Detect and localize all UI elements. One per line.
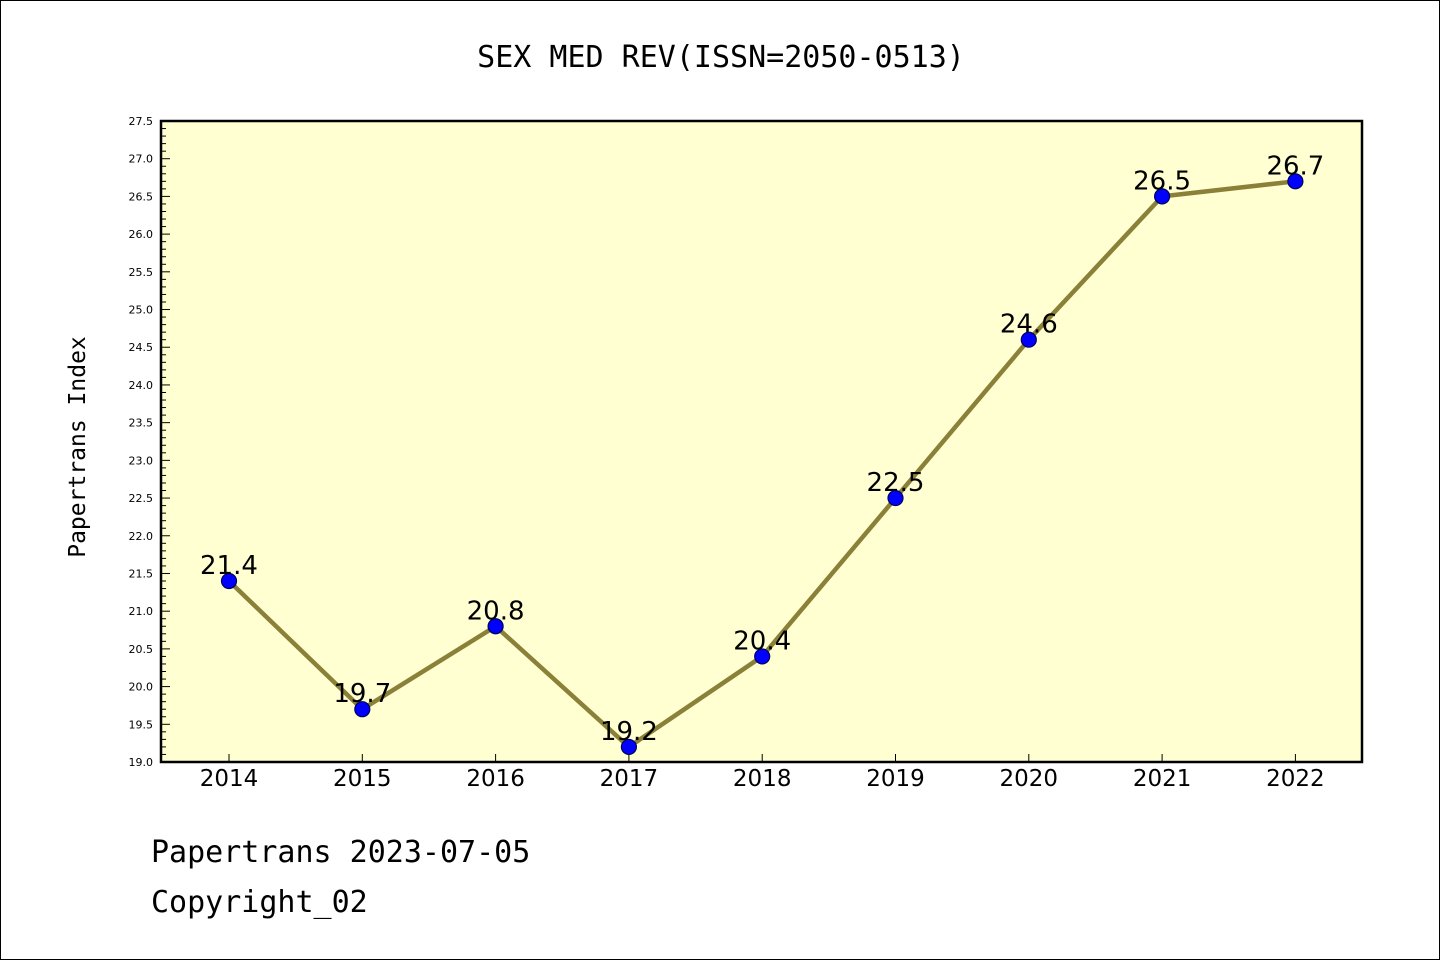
plot-border xyxy=(159,119,1364,764)
data-label: 20.8 xyxy=(467,596,525,626)
data-label: 20.4 xyxy=(733,626,791,656)
y-axis-ticks: 19.0 19.5 20.0 20.5 21.0 21.5 22.0 22.5 23.0 23.5… xyxy=(129,115,170,769)
data-labels: 21.4 19.7 20.8 19.2 20.4 22.5 24.6 26.5 26.7 xyxy=(200,151,1324,747)
footer-date: Papertrans 2023-07-05 xyxy=(151,835,531,870)
x-axis-ticks: 2014 2015 2016 2017 2018 2019 2020 2021 2022 xyxy=(200,754,1325,792)
y-tick-label: 26.0 xyxy=(129,228,154,241)
data-label: 21.4 xyxy=(200,551,258,581)
data-label: 22.5 xyxy=(867,468,925,498)
data-label: 19.2 xyxy=(600,717,658,747)
data-point xyxy=(220,572,238,590)
x-tick-label: 2015 xyxy=(333,766,392,792)
plot-area xyxy=(161,121,1362,762)
y-tick-label: 26.5 xyxy=(129,190,154,203)
y-tick-label: 20.0 xyxy=(129,681,154,694)
y-tick-label: 25.5 xyxy=(129,266,154,279)
x-tick-label: 2019 xyxy=(866,766,925,792)
y-axis-label: Papertrans Index xyxy=(65,336,91,558)
y-tick-label: 23.0 xyxy=(129,454,154,467)
x-tick-label: 2021 xyxy=(1133,766,1192,792)
y-tick-label: 22.5 xyxy=(129,492,154,505)
x-tick-label: 2014 xyxy=(200,766,259,792)
footer-copyright: Copyright_02 xyxy=(151,885,368,920)
x-tick-label: 2018 xyxy=(733,766,792,792)
data-point xyxy=(1287,173,1304,190)
y-tick-label: 27.5 xyxy=(129,115,154,128)
series-layer xyxy=(220,173,1304,756)
y-tick-label: 27.0 xyxy=(129,153,154,166)
data-point xyxy=(1153,188,1171,205)
data-point xyxy=(620,738,638,756)
y-tick-label: 24.5 xyxy=(129,341,154,354)
y-tick-label: 19.5 xyxy=(129,718,154,731)
data-point xyxy=(354,701,371,718)
y-tick-label: 25.0 xyxy=(129,304,154,317)
y-tick-label: 22.0 xyxy=(129,530,154,543)
y-tick-label: 23.5 xyxy=(129,417,154,430)
y-tick-label: 24.0 xyxy=(129,379,154,392)
data-point xyxy=(1020,331,1037,348)
data-point xyxy=(754,648,771,665)
data-point xyxy=(887,489,904,507)
data-label: 26.5 xyxy=(1133,166,1191,196)
data-label: 24.6 xyxy=(1000,310,1058,340)
x-tick-label: 2022 xyxy=(1266,766,1325,792)
y-tick-label: 21.0 xyxy=(129,605,154,618)
y-tick-label: 20.5 xyxy=(129,643,154,656)
data-label: 19.7 xyxy=(333,679,391,709)
x-tick-label: 2020 xyxy=(1000,766,1059,792)
x-tick-label: 2016 xyxy=(466,766,525,792)
data-label: 26.7 xyxy=(1266,151,1324,181)
y-tick-label: 21.5 xyxy=(129,567,154,580)
y-tick-label: 19.0 xyxy=(129,756,154,769)
data-point xyxy=(487,618,504,635)
chart-title: SEX MED REV(ISSN=2050-0513) xyxy=(477,40,965,75)
x-tick-label: 2017 xyxy=(600,766,659,792)
